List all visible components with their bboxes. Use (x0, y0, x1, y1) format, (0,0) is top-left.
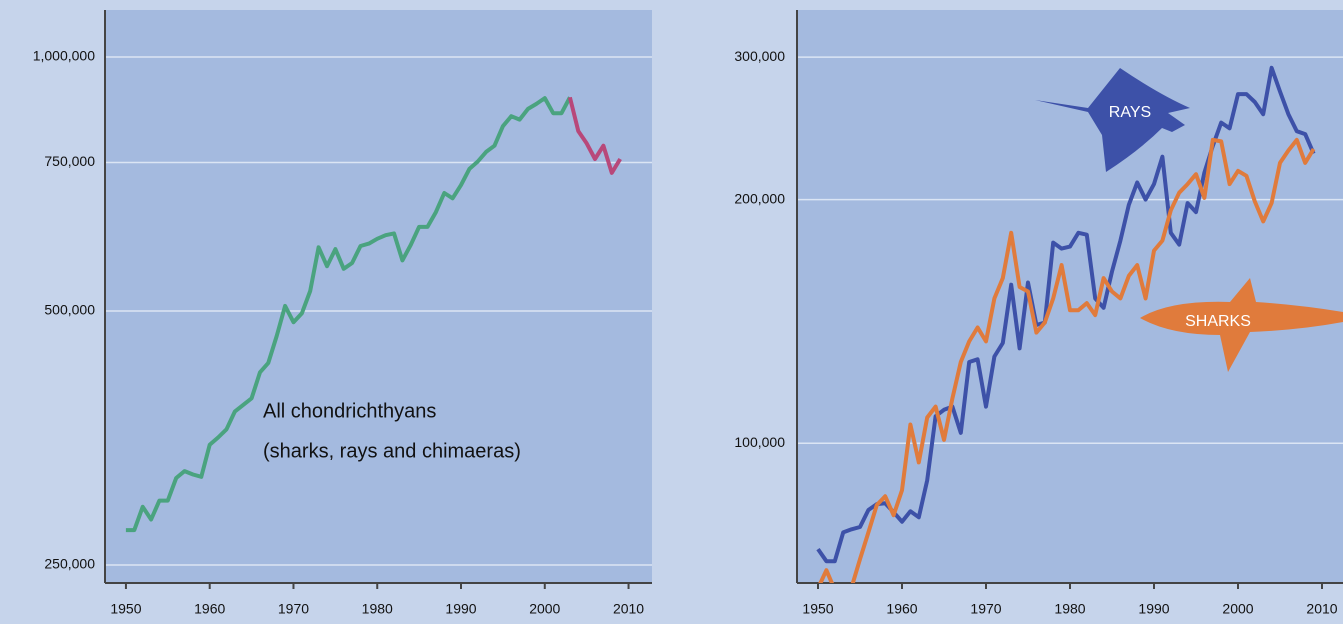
y-tick-label: 500,000 (44, 302, 95, 318)
x-tick-label: 1980 (1054, 601, 1085, 617)
x-tick-label: 2010 (613, 601, 644, 617)
y-tick-label: 300,000 (734, 48, 785, 64)
x-tick-label: 2000 (529, 601, 560, 617)
x-tick-label: 1990 (1138, 601, 1169, 617)
x-tick-label: 1960 (886, 601, 917, 617)
x-tick-label: 1950 (802, 601, 833, 617)
x-tick-label: 1950 (110, 601, 141, 617)
x-tick-label: 1970 (278, 601, 309, 617)
y-tick-label: 100,000 (734, 434, 785, 450)
plot-area (797, 10, 1343, 583)
plot-area (105, 10, 652, 583)
y-tick-label: 750,000 (44, 153, 95, 169)
annotation: All chondrichthyans (263, 400, 436, 422)
x-tick-label: 1960 (194, 601, 225, 617)
series-label: RAYS (1109, 104, 1151, 121)
x-tick-label: 1990 (445, 601, 476, 617)
x-tick-label: 1980 (362, 601, 393, 617)
annotation: (sharks, rays and chimaeras) (263, 440, 521, 462)
y-tick-label: 250,000 (44, 556, 95, 572)
x-tick-label: 1970 (970, 601, 1001, 617)
x-tick-label: 2010 (1306, 601, 1337, 617)
chart: 250,000 500,000 750,000 1,000,000 1950 1960 19… (0, 0, 1343, 624)
series-label: SHARKS (1185, 313, 1251, 330)
y-tick-label: 200,000 (734, 190, 785, 206)
y-tick-label: 1,000,000 (33, 48, 95, 64)
x-tick-label: 2000 (1222, 601, 1253, 617)
